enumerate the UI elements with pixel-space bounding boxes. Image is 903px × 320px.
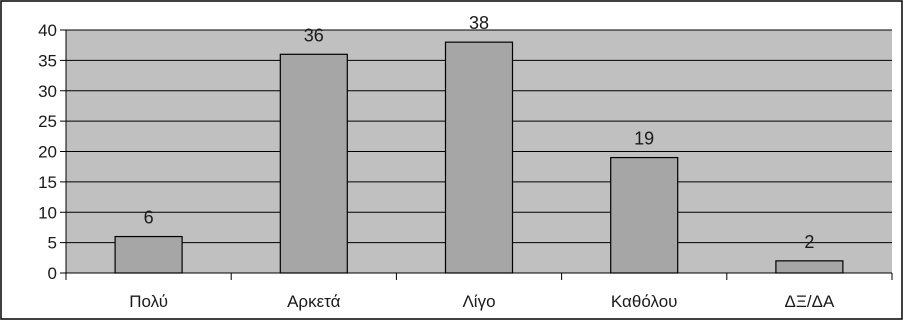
y-tick-label: 40 xyxy=(38,21,57,40)
data-label: 19 xyxy=(634,129,654,149)
x-tick-marks xyxy=(65,273,893,280)
data-labels: 6 36 38 19 2 xyxy=(144,13,815,252)
data-label: 2 xyxy=(804,232,814,252)
category-label: ΔΞ/ΔΑ xyxy=(784,292,834,311)
category-label: Καθόλου xyxy=(611,292,678,311)
y-tick-label: 30 xyxy=(38,82,57,101)
category-labels: Πολύ Αρκετά Λίγο Καθόλου ΔΞ/ΔΑ xyxy=(129,292,835,311)
y-tick-label: 25 xyxy=(38,112,57,131)
y-tick-label: 15 xyxy=(38,173,57,192)
bar xyxy=(114,235,183,274)
y-tick-label: 10 xyxy=(38,203,57,222)
axes xyxy=(60,29,892,274)
category-label: Λίγο xyxy=(462,292,495,311)
bar xyxy=(444,41,514,274)
data-label: 6 xyxy=(144,208,154,228)
data-label: 36 xyxy=(304,25,324,45)
bar xyxy=(279,53,348,274)
y-tick-labels: 0 5 10 15 20 25 30 35 40 xyxy=(38,21,57,283)
bar xyxy=(775,260,844,274)
bar xyxy=(610,156,679,274)
category-label: Αρκετά xyxy=(287,292,341,311)
bars xyxy=(114,41,844,274)
data-label: 38 xyxy=(469,13,489,33)
y-tick-label: 0 xyxy=(48,264,57,283)
y-tick-label: 35 xyxy=(38,51,57,70)
y-tick-label: 20 xyxy=(38,143,57,162)
category-label: Πολύ xyxy=(129,292,168,311)
y-tick-label: 5 xyxy=(48,234,57,253)
